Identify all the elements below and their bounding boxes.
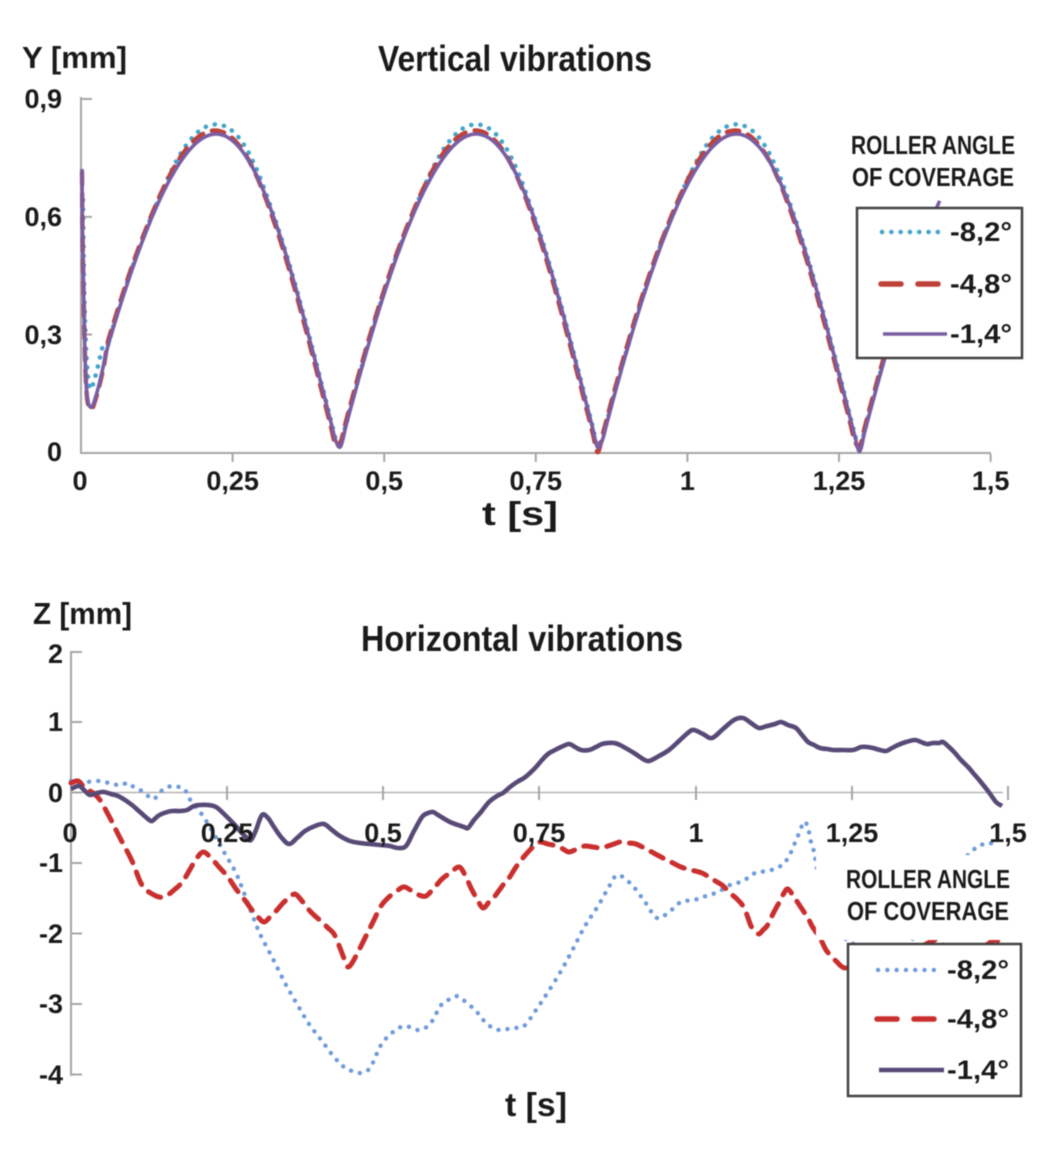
svg-text:1: 1 <box>48 707 63 737</box>
svg-text:OF COVERAGE: OF COVERAGE <box>852 162 1014 192</box>
svg-text:-8,2°: -8,2° <box>950 217 1012 247</box>
svg-text:0,75: 0,75 <box>510 466 563 496</box>
svg-text:-4,8°: -4,8° <box>947 1004 1009 1034</box>
svg-text:Z [mm]: Z [mm] <box>33 596 132 631</box>
svg-text:1: 1 <box>688 818 703 848</box>
svg-text:1,5: 1,5 <box>972 466 1010 496</box>
svg-text:1,5: 1,5 <box>989 818 1027 848</box>
svg-text:0,25: 0,25 <box>201 818 254 848</box>
svg-text:0,9: 0,9 <box>24 84 62 114</box>
svg-text:0: 0 <box>72 466 87 496</box>
svg-text:-3: -3 <box>39 989 63 1019</box>
svg-text:0,5: 0,5 <box>364 818 402 848</box>
svg-text:-2: -2 <box>39 919 63 949</box>
svg-text:-8,2°: -8,2° <box>947 955 1009 985</box>
svg-text:0,5: 0,5 <box>365 466 403 496</box>
svg-text:0,75: 0,75 <box>513 818 566 848</box>
svg-text:t [s]: t [s] <box>482 495 558 532</box>
svg-text:-4: -4 <box>39 1060 63 1090</box>
svg-text:2: 2 <box>48 639 63 669</box>
svg-text:Horizontal vibrations: Horizontal vibrations <box>361 618 683 659</box>
svg-text:1,25: 1,25 <box>813 466 866 496</box>
svg-text:0: 0 <box>48 778 63 808</box>
svg-text:0,3: 0,3 <box>24 320 62 350</box>
svg-text:-1: -1 <box>39 848 63 878</box>
svg-text:0: 0 <box>62 818 77 848</box>
svg-text:ROLLER ANGLE: ROLLER ANGLE <box>846 864 1010 894</box>
svg-text:ROLLER ANGLE: ROLLER ANGLE <box>851 130 1015 160</box>
svg-text:Vertical vibrations: Vertical vibrations <box>378 38 652 79</box>
svg-text:-1,4°: -1,4° <box>947 1055 1009 1085</box>
svg-text:0,25: 0,25 <box>206 466 259 496</box>
svg-text:t [s]: t [s] <box>505 1086 567 1123</box>
svg-text:-4,8°: -4,8° <box>950 269 1012 299</box>
svg-text:0,6: 0,6 <box>24 202 62 232</box>
svg-text:OF COVERAGE: OF COVERAGE <box>847 896 1009 926</box>
svg-text:1,25: 1,25 <box>826 818 879 848</box>
svg-text:Y [mm]: Y [mm] <box>22 40 127 75</box>
svg-text:-1,4°: -1,4° <box>950 319 1012 349</box>
svg-text:0: 0 <box>47 437 62 467</box>
svg-text:1: 1 <box>680 466 695 496</box>
